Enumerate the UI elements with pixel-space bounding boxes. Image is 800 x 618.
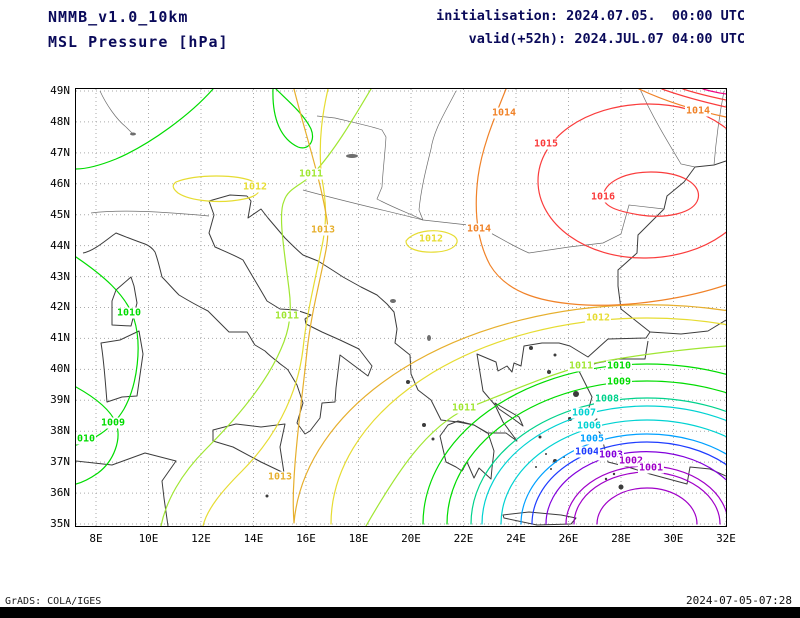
- lat-tick-label: 43N: [50, 269, 70, 283]
- valid-time: valid(+52h): 2024.JUL.07 04:00 UTC: [468, 31, 745, 47]
- lon-tick-label: 20E: [401, 532, 421, 545]
- rivers-and-lakes: [90, 90, 725, 341]
- lat-tick-label: 39N: [50, 393, 70, 407]
- lat-tick-label: 45N: [50, 207, 70, 221]
- bottom-black-bar: [0, 607, 800, 618]
- isobar-1004: [531, 441, 726, 525]
- isobar-1005: [520, 433, 726, 525]
- isobar-label-1009: 1009: [99, 417, 127, 429]
- lat-tick-label: 37N: [50, 455, 70, 469]
- isobar-1012: [405, 230, 458, 253]
- lon-tick-label: 32E: [716, 532, 736, 545]
- lat-tick-label: 44N: [50, 238, 70, 252]
- isobar-1013: [292, 89, 726, 524]
- isobar-1010: [422, 363, 726, 525]
- lat-tick-label: 46N: [50, 176, 70, 190]
- isobar-1015: [661, 89, 726, 108]
- lat-tick-label: 42N: [50, 300, 70, 314]
- isobar-contours: [76, 89, 726, 526]
- isobar-1012: [202, 89, 329, 526]
- lon-tick-label: 16E: [296, 532, 316, 545]
- isobar-label-1001: 1001: [637, 462, 665, 474]
- isobar-1010: [76, 256, 139, 446]
- init-time: initialisation: 2024.07.05. 00:00 UTC: [436, 8, 745, 24]
- isobar-1000: [596, 487, 698, 525]
- isobar-1007: [481, 405, 726, 525]
- isobar-label-1012: 1012: [417, 233, 445, 245]
- pressure-contour-map: [76, 89, 726, 526]
- model-name: NMMB_v1.0_10km: [48, 8, 189, 26]
- isobar-1014: [638, 89, 726, 118]
- lon-tick-label: 26E: [558, 532, 579, 545]
- isobar-1001: [573, 471, 721, 525]
- isobar-label-1004: 1004: [573, 446, 601, 458]
- isobar-label-1015: 1015: [532, 138, 560, 150]
- isobar-label-1012: 1012: [241, 181, 269, 193]
- isobar-1015: [537, 103, 726, 259]
- lat-tick-label: 41N: [50, 331, 70, 345]
- isobar-label-1016: 1016: [589, 191, 617, 203]
- field-name: MSL Pressure [hPa]: [48, 33, 229, 51]
- lat-tick-label: 35N: [50, 516, 70, 530]
- grads-credit: GrADS: COLA/IGES: [5, 596, 102, 607]
- isobar-1016: [602, 171, 700, 217]
- header-left: NMMB_v1.0_10km MSL Pressure [hPa]: [48, 8, 229, 51]
- lat-tick-label: 47N: [50, 145, 70, 159]
- isobar-1017: [702, 89, 726, 95]
- isobar-label-1010: 1010: [605, 360, 633, 372]
- creation-timestamp: 2024-07-05-07:28: [686, 594, 792, 607]
- lat-tick-label: 48N: [50, 114, 70, 128]
- lon-tick-label: 22E: [453, 532, 474, 545]
- isobar-1008: [470, 397, 726, 525]
- isobar-1009: [446, 380, 726, 525]
- isobar-label-1005: 1005: [578, 433, 606, 445]
- isobar-label-1013: 1013: [309, 224, 337, 236]
- lat-tick-label: 49N: [50, 84, 70, 97]
- isobar-label-1012: 1012: [584, 312, 612, 324]
- isobar-label-1011: 1011: [567, 360, 595, 372]
- isobar-1012: [172, 175, 261, 203]
- isobar-label-1013: 1013: [266, 471, 294, 483]
- isobar-label-1009: 1009: [605, 376, 633, 388]
- isobar-label-1011: 1011: [273, 310, 301, 322]
- lon-tick-label: 28E: [611, 532, 631, 545]
- isobar-label-1006: 1006: [575, 420, 603, 432]
- isobar-label-1010: 010: [75, 433, 97, 445]
- lon-tick-label: 18E: [348, 532, 369, 545]
- map-plot-area: 8E 10E 12E 14E 16E 18E 20E 22E 24E 26E 28E 30E 32E 49…: [50, 84, 736, 545]
- isobar-1010: [272, 89, 314, 149]
- lat-tick-label: 40N: [50, 362, 70, 376]
- coastlines: [76, 160, 726, 526]
- isobar-1010: [76, 89, 214, 170]
- isobar-1014: [475, 89, 726, 306]
- isobar-1011: [365, 345, 726, 526]
- isobar-label-1011: 1011: [450, 402, 478, 414]
- lon-tick-label: 10E: [138, 532, 159, 545]
- isobar-label-1010: 1010: [115, 307, 143, 319]
- header-right: initialisation: 2024.07.05. 00:00 UTC va…: [436, 8, 745, 54]
- lon-tick-label: 14E: [243, 532, 264, 545]
- isobar-label-1011: 1011: [297, 168, 325, 180]
- isobar-label-1014: 1014: [465, 223, 493, 235]
- isobar-1006: [500, 419, 726, 525]
- isobar-label-1007: 1007: [570, 407, 598, 419]
- isobar-label-1014: 1014: [490, 107, 518, 119]
- isobar-label-1002: 1002: [617, 455, 645, 467]
- isobar-1003: [545, 451, 726, 525]
- isobar-label-1003: 1003: [597, 449, 625, 461]
- lat-tick-label: 36N: [50, 486, 70, 500]
- isobar-label-1008: 1008: [593, 393, 621, 405]
- isobar-1002: [565, 465, 726, 525]
- lon-tick-label: 12E: [191, 532, 211, 545]
- lat-tick-label: 38N: [50, 424, 70, 438]
- lon-tick-label: 8E: [89, 532, 103, 545]
- isobar-label-1014: 1014: [684, 105, 712, 117]
- isobar-1009: [76, 386, 119, 485]
- isobar-1012: [330, 317, 726, 525]
- lon-tick-label: 24E: [506, 532, 526, 545]
- isobar-1016: [682, 89, 726, 101]
- lon-tick-label: 30E: [663, 532, 684, 545]
